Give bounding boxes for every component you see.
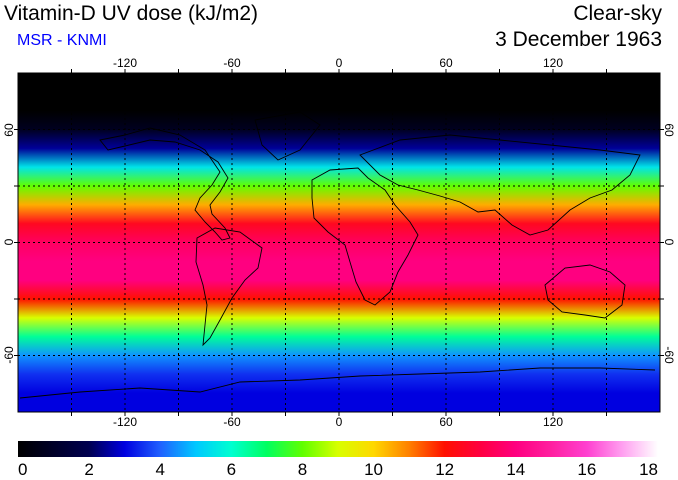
lat-tick-label-left: 60 bbox=[2, 123, 16, 137]
colorbar-tick-label: 8 bbox=[298, 460, 307, 479]
colorbar-tick-label: 18 bbox=[639, 460, 658, 479]
sky-condition-label: Clear-sky bbox=[573, 2, 662, 25]
greenland-coastline bbox=[254, 111, 321, 161]
colorbar-tick-label: 12 bbox=[435, 460, 454, 479]
lon-tick-label-top: -60 bbox=[223, 56, 241, 70]
lon-tick-label-top: 0 bbox=[336, 56, 343, 70]
lon-tick-label-top: 60 bbox=[439, 56, 453, 70]
lon-tick-label-top: 120 bbox=[543, 56, 563, 70]
graticule bbox=[18, 73, 660, 412]
colorbar-tick-label: 0 bbox=[18, 460, 27, 479]
lon-tick-label-top: -120 bbox=[113, 56, 137, 70]
date-label: 3 December 1963 bbox=[495, 28, 662, 51]
south-america-coastline bbox=[195, 227, 263, 347]
lat-tick-label-right: 60 bbox=[662, 123, 676, 137]
europe-africa-coastline bbox=[311, 167, 419, 306]
colorbar-tick-label: 4 bbox=[155, 460, 164, 479]
lon-tick-label-bottom: -60 bbox=[223, 415, 241, 429]
north-america-coastline bbox=[99, 127, 231, 241]
colorbar-tick-label: 2 bbox=[84, 460, 93, 479]
colorbar-labels: 0 2 4 6 8 10 12 14 16 18 bbox=[18, 460, 658, 479]
australia-coastline bbox=[544, 264, 626, 319]
lat-tick-label-right: 0 bbox=[662, 239, 676, 246]
antarctica-coastline bbox=[19, 367, 656, 399]
uv-dose-map: -120 -60 0 60 120 -120 -60 0 60 120 60 0… bbox=[2, 56, 676, 429]
colorbar-tick-label: 10 bbox=[364, 460, 383, 479]
lat-tick-label-left: 0 bbox=[2, 238, 16, 245]
colorbar-tick-label: 14 bbox=[506, 460, 525, 479]
asia-coastline bbox=[359, 134, 641, 236]
frame-ticks bbox=[14, 69, 664, 416]
coastlines bbox=[19, 111, 656, 399]
lat-tick-label-left: -60 bbox=[2, 346, 16, 364]
lat-tick-label-right: -60 bbox=[662, 346, 676, 364]
lon-tick-label-bottom: -120 bbox=[113, 415, 137, 429]
colorbar-tick-label: 6 bbox=[227, 460, 236, 479]
source-label: MSR - KNMI bbox=[17, 32, 107, 49]
lon-tick-label-bottom: 60 bbox=[439, 415, 453, 429]
lon-tick-label-bottom: 0 bbox=[336, 415, 343, 429]
colorbar-gradient bbox=[18, 441, 658, 457]
lon-tick-label-bottom: 120 bbox=[543, 415, 563, 429]
colorbar-tick-label: 16 bbox=[577, 460, 596, 479]
map-title: Vitamin-D UV dose (kJ/m2) bbox=[4, 2, 259, 25]
